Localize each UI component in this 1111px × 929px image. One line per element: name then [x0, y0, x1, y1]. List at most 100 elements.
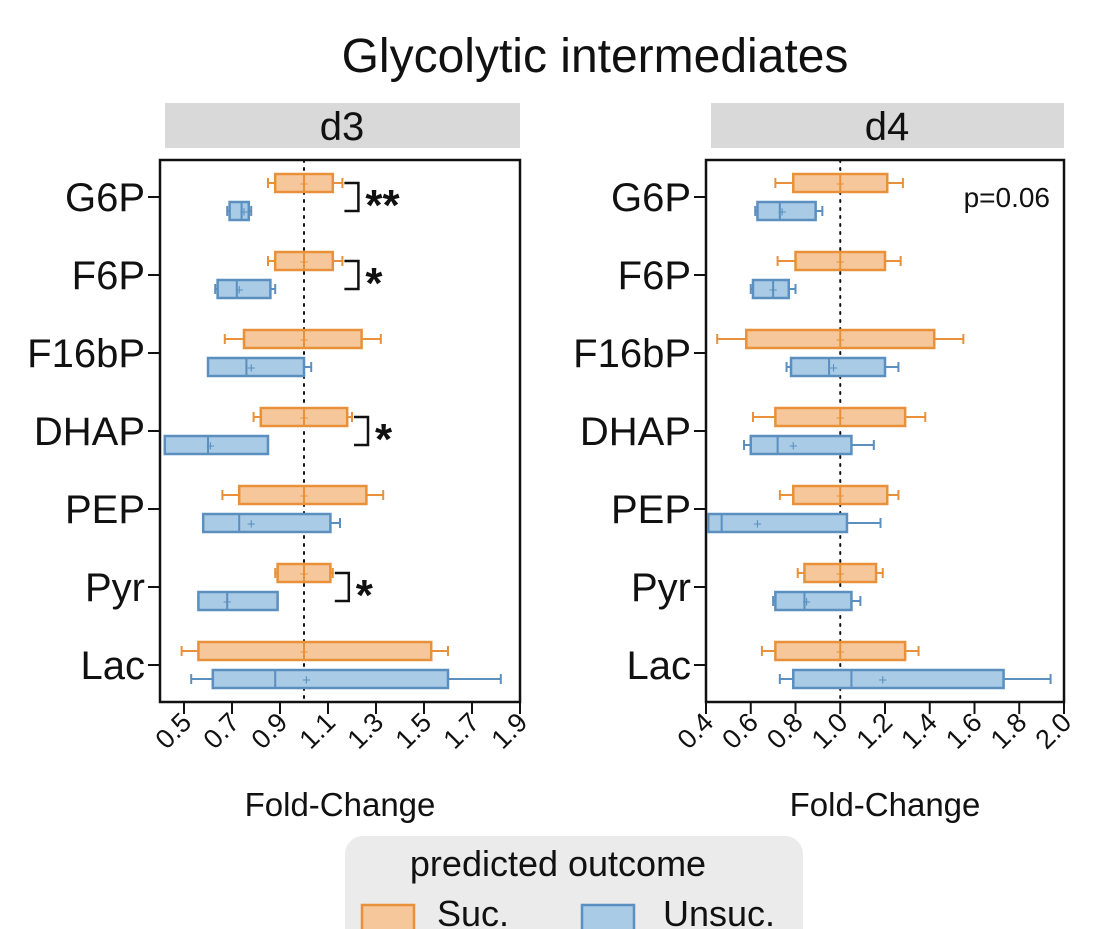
y-tick-label-G6P: G6P	[611, 176, 691, 220]
significance-bracket-G6P	[344, 181, 360, 213]
significance-stars-F6P: *	[365, 259, 383, 308]
mean-marker: +	[300, 488, 309, 505]
mean-marker: +	[789, 438, 798, 455]
x-tick-label-d3-2: 0.9	[245, 707, 293, 755]
x-tick-label-d4-5: 1.4	[895, 707, 943, 755]
box-iqr	[228, 200, 251, 222]
box-d3-suc-G6P: +	[267, 172, 344, 194]
x-tick-label-d4-3: 1.0	[806, 707, 854, 755]
box-d3-suc-F16bP: +	[223, 328, 382, 350]
x-tick-label-d4-1: 0.6	[716, 707, 764, 755]
facet-strip-d3	[165, 103, 520, 148]
legend-key-suc	[360, 903, 416, 929]
x-tick-label-d3-4: 1.3	[341, 707, 389, 755]
mean-marker: +	[836, 176, 845, 193]
panel-d4: d4G6PF6PF16bPDHAPPEPPyrLac0.40.60.81.01.…	[573, 103, 1077, 823]
x-tick-label-d4-4: 1.2	[850, 707, 898, 755]
box-d4-suc-G6P: +	[774, 172, 904, 194]
box-iqr	[242, 328, 363, 350]
figure-title: Glycolytic intermediates	[342, 30, 849, 83]
y-tick-label-DHAP: DHAP	[34, 410, 145, 454]
y-tick-label-F16bP: F16bP	[27, 332, 145, 376]
box-iqr	[774, 590, 853, 612]
legend: predicted outcome Suc. Unsuc.	[345, 836, 803, 929]
mean-marker: +	[753, 516, 762, 533]
x-tick-label-d3-1: 0.7	[197, 707, 245, 755]
mean-marker: +	[829, 360, 838, 377]
mean-marker: +	[206, 438, 215, 455]
box-iqr	[751, 278, 791, 300]
facet-strip-d4	[711, 103, 1064, 148]
x-tick-label-d4-8: 2.0	[1029, 707, 1077, 755]
x-tick-label-d4-7: 1.8	[985, 707, 1033, 755]
box-iqr	[211, 668, 450, 690]
box-iqr	[792, 668, 1005, 690]
box-d3-suc-F6P: +	[267, 250, 344, 272]
x-axis-title-d4: Fold-Change	[790, 786, 981, 823]
y-tick-label-DHAP: DHAP	[580, 410, 691, 454]
box-d3-unsuc-F16bP: +	[206, 356, 313, 378]
x-tick-label-d3-7: 1.9	[485, 707, 533, 755]
mean-marker: +	[247, 360, 256, 377]
significance-bracket-F6P	[344, 259, 360, 291]
mean-marker: +	[300, 176, 309, 193]
mean-marker: +	[223, 594, 232, 611]
mean-marker: +	[802, 594, 811, 611]
box-d4-suc-F6P: +	[776, 250, 902, 272]
mean-marker: +	[836, 410, 845, 427]
box-iqr	[197, 640, 433, 662]
panel-frame-d4	[704, 158, 1066, 704]
mean-marker: +	[836, 332, 845, 349]
legend-label-unsuc: Unsuc.	[663, 893, 775, 929]
box-d4-unsuc-DHAP: +	[743, 434, 875, 456]
box-iqr	[216, 278, 272, 300]
box-d4-unsuc-G6P: +	[754, 200, 824, 222]
y-tick-label-Pyr: Pyr	[631, 566, 691, 610]
box-iqr	[163, 434, 270, 456]
pvalue-annotation-G6P: p=0.06	[964, 182, 1050, 213]
box-d3-suc-Lac: +	[180, 640, 449, 662]
box-d3-unsuc-Lac: +	[190, 668, 502, 690]
box-d3-suc-DHAP: +	[252, 406, 353, 428]
box-d3-unsuc-F6P: +	[214, 278, 277, 300]
mean-marker: +	[878, 672, 887, 689]
box-iqr	[237, 484, 368, 506]
box-d3-unsuc-G6P: +	[226, 200, 253, 222]
box-d4-suc-PEP: +	[778, 484, 900, 506]
y-tick-label-PEP: PEP	[611, 488, 691, 532]
facet-label-d3: d3	[320, 105, 365, 149]
x-tick-label-d4-0: 0.4	[671, 707, 719, 755]
legend-key-unsuc	[580, 903, 636, 929]
x-tick-label-d3-0: 0.5	[149, 707, 197, 755]
mean-marker: +	[247, 516, 256, 533]
legend-label-suc: Suc.	[437, 893, 509, 929]
x-tick-label-d3-6: 1.7	[437, 707, 485, 755]
box-d4-suc-DHAP: +	[751, 406, 927, 428]
x-tick-label-d4-6: 1.6	[940, 707, 988, 755]
y-tick-label-G6P: G6P	[65, 176, 145, 220]
box-iqr	[201, 512, 332, 534]
significance-stars-G6P: **	[365, 181, 400, 230]
y-tick-label-PEP: PEP	[65, 488, 145, 532]
x-tick-label-d3-3: 1.1	[293, 707, 341, 755]
mean-marker: +	[836, 566, 845, 583]
significance-stars-Pyr: *	[356, 571, 374, 620]
box-d4-unsuc-Lac: +	[778, 668, 1052, 690]
box-d3-unsuc-Pyr: +	[197, 590, 279, 612]
mean-marker: +	[300, 410, 309, 427]
box-d4-unsuc-F6P: +	[749, 278, 797, 300]
box-d3-suc-Pyr: +	[274, 562, 334, 584]
facet-label-d4: d4	[865, 105, 910, 149]
mean-marker: +	[302, 672, 311, 689]
box-iqr	[197, 590, 279, 612]
legend-box	[345, 836, 803, 929]
mean-marker: +	[769, 282, 778, 299]
mean-marker: +	[300, 254, 309, 271]
mean-marker: +	[778, 204, 787, 221]
mean-marker: +	[300, 332, 309, 349]
box-d3-suc-PEP: +	[221, 484, 385, 506]
mean-marker: +	[235, 282, 244, 299]
y-tick-label-F16bP: F16bP	[573, 332, 691, 376]
